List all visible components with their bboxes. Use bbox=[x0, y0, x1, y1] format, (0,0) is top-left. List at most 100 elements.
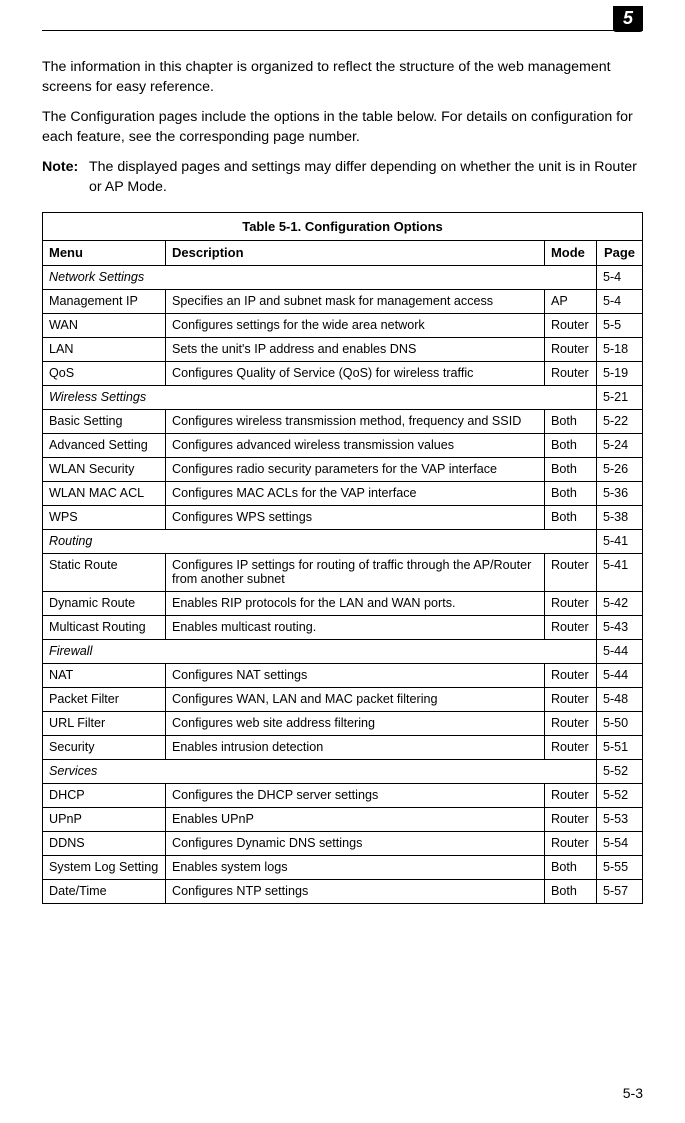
header-mode: Mode bbox=[544, 240, 596, 265]
table-row: WLAN SecurityConfigures radio security p… bbox=[43, 457, 643, 481]
cell-menu: WLAN Security bbox=[43, 457, 166, 481]
table-header-row: MenuDescriptionModePage bbox=[43, 240, 643, 265]
cell-desc: Configures settings for the wide area ne… bbox=[166, 313, 545, 337]
note-label: Note: bbox=[42, 158, 89, 197]
cell-page: 5-22 bbox=[596, 409, 642, 433]
cell-desc: Configures Dynamic DNS settings bbox=[166, 831, 545, 855]
table-row: DHCPConfigures the DHCP server settingsR… bbox=[43, 783, 643, 807]
cell-page: 5-57 bbox=[596, 879, 642, 903]
cell-mode: Router bbox=[544, 807, 596, 831]
table-row: SecurityEnables intrusion detectionRoute… bbox=[43, 735, 643, 759]
cell-mode: Router bbox=[544, 553, 596, 591]
cell-page: 5-24 bbox=[596, 433, 642, 457]
table-row: WLAN MAC ACLConfigures MAC ACLs for the … bbox=[43, 481, 643, 505]
table-row: NATConfigures NAT settingsRouter5-44 bbox=[43, 663, 643, 687]
page-number: 5-3 bbox=[623, 1085, 643, 1101]
section-row: Firewall5-44 bbox=[43, 639, 643, 663]
table-row: QoSConfigures Quality of Service (QoS) f… bbox=[43, 361, 643, 385]
cell-desc: Configures radio security parameters for… bbox=[166, 457, 545, 481]
cell-mode: Router bbox=[544, 663, 596, 687]
cell-mode: Router bbox=[544, 591, 596, 615]
cell-page: 5-50 bbox=[596, 711, 642, 735]
section-page: 5-44 bbox=[596, 639, 642, 663]
cell-mode: Router bbox=[544, 361, 596, 385]
section-title: Network Settings bbox=[43, 265, 597, 289]
chapter-badge: 5 bbox=[613, 6, 643, 32]
cell-menu: URL Filter bbox=[43, 711, 166, 735]
cell-page: 5-44 bbox=[596, 663, 642, 687]
table-caption: Table 5-1. Configuration Options bbox=[43, 212, 643, 240]
header-menu: Menu bbox=[43, 240, 166, 265]
table-row: WPSConfigures WPS settingsBoth5-38 bbox=[43, 505, 643, 529]
section-title: Firewall bbox=[43, 639, 597, 663]
table-row: Static RouteConfigures IP settings for r… bbox=[43, 553, 643, 591]
cell-page: 5-41 bbox=[596, 553, 642, 591]
cell-desc: Configures the DHCP server settings bbox=[166, 783, 545, 807]
cell-page: 5-54 bbox=[596, 831, 642, 855]
cell-desc: Configures MAC ACLs for the VAP interfac… bbox=[166, 481, 545, 505]
cell-page: 5-38 bbox=[596, 505, 642, 529]
cell-desc: Configures WPS settings bbox=[166, 505, 545, 529]
cell-menu: Multicast Routing bbox=[43, 615, 166, 639]
cell-menu: Management IP bbox=[43, 289, 166, 313]
cell-desc: Configures wireless transmission method,… bbox=[166, 409, 545, 433]
section-page: 5-4 bbox=[596, 265, 642, 289]
cell-desc: Enables RIP protocols for the LAN and WA… bbox=[166, 591, 545, 615]
cell-desc: Configures Quality of Service (QoS) for … bbox=[166, 361, 545, 385]
cell-page: 5-4 bbox=[596, 289, 642, 313]
intro-paragraph-2: The Configuration pages include the opti… bbox=[42, 108, 643, 147]
section-page: 5-21 bbox=[596, 385, 642, 409]
cell-page: 5-42 bbox=[596, 591, 642, 615]
cell-menu: WPS bbox=[43, 505, 166, 529]
cell-mode: Both bbox=[544, 481, 596, 505]
cell-desc: Configures NTP settings bbox=[166, 879, 545, 903]
cell-desc: Sets the unit's IP address and enables D… bbox=[166, 337, 545, 361]
cell-page: 5-26 bbox=[596, 457, 642, 481]
cell-desc: Specifies an IP and subnet mask for mana… bbox=[166, 289, 545, 313]
cell-mode: Router bbox=[544, 687, 596, 711]
cell-menu: Packet Filter bbox=[43, 687, 166, 711]
cell-menu: Basic Setting bbox=[43, 409, 166, 433]
cell-menu: UPnP bbox=[43, 807, 166, 831]
cell-menu: Security bbox=[43, 735, 166, 759]
cell-menu: DDNS bbox=[43, 831, 166, 855]
cell-desc: Configures IP settings for routing of tr… bbox=[166, 553, 545, 591]
cell-mode: Both bbox=[544, 409, 596, 433]
section-title: Routing bbox=[43, 529, 597, 553]
cell-menu: System Log Setting bbox=[43, 855, 166, 879]
cell-page: 5-48 bbox=[596, 687, 642, 711]
cell-mode: Router bbox=[544, 313, 596, 337]
cell-mode: Router bbox=[544, 831, 596, 855]
table-row: Advanced SettingConfigures advanced wire… bbox=[43, 433, 643, 457]
table-row: Packet FilterConfigures WAN, LAN and MAC… bbox=[43, 687, 643, 711]
cell-menu: QoS bbox=[43, 361, 166, 385]
header-page: Page bbox=[596, 240, 642, 265]
table-row: DDNSConfigures Dynamic DNS settingsRoute… bbox=[43, 831, 643, 855]
cell-menu: DHCP bbox=[43, 783, 166, 807]
cell-mode: Both bbox=[544, 879, 596, 903]
section-row: Network Settings5-4 bbox=[43, 265, 643, 289]
cell-page: 5-51 bbox=[596, 735, 642, 759]
cell-desc: Enables UPnP bbox=[166, 807, 545, 831]
cell-mode: Both bbox=[544, 433, 596, 457]
cell-page: 5-53 bbox=[596, 807, 642, 831]
table-row: WANConfigures settings for the wide area… bbox=[43, 313, 643, 337]
cell-mode: Router bbox=[544, 615, 596, 639]
cell-menu: Static Route bbox=[43, 553, 166, 591]
table-row: System Log SettingEnables system logsBot… bbox=[43, 855, 643, 879]
note-block: Note: The displayed pages and settings m… bbox=[42, 158, 643, 197]
cell-desc: Enables system logs bbox=[166, 855, 545, 879]
table-caption-row: Table 5-1. Configuration Options bbox=[43, 212, 643, 240]
cell-menu: LAN bbox=[43, 337, 166, 361]
table-row: UPnPEnables UPnPRouter5-53 bbox=[43, 807, 643, 831]
cell-page: 5-5 bbox=[596, 313, 642, 337]
section-title: Wireless Settings bbox=[43, 385, 597, 409]
table-row: Basic SettingConfigures wireless transmi… bbox=[43, 409, 643, 433]
cell-menu: NAT bbox=[43, 663, 166, 687]
cell-mode: Both bbox=[544, 457, 596, 481]
cell-desc: Enables multicast routing. bbox=[166, 615, 545, 639]
note-text: The displayed pages and settings may dif… bbox=[89, 158, 643, 197]
section-page: 5-41 bbox=[596, 529, 642, 553]
section-row: Services5-52 bbox=[43, 759, 643, 783]
cell-desc: Enables intrusion detection bbox=[166, 735, 545, 759]
